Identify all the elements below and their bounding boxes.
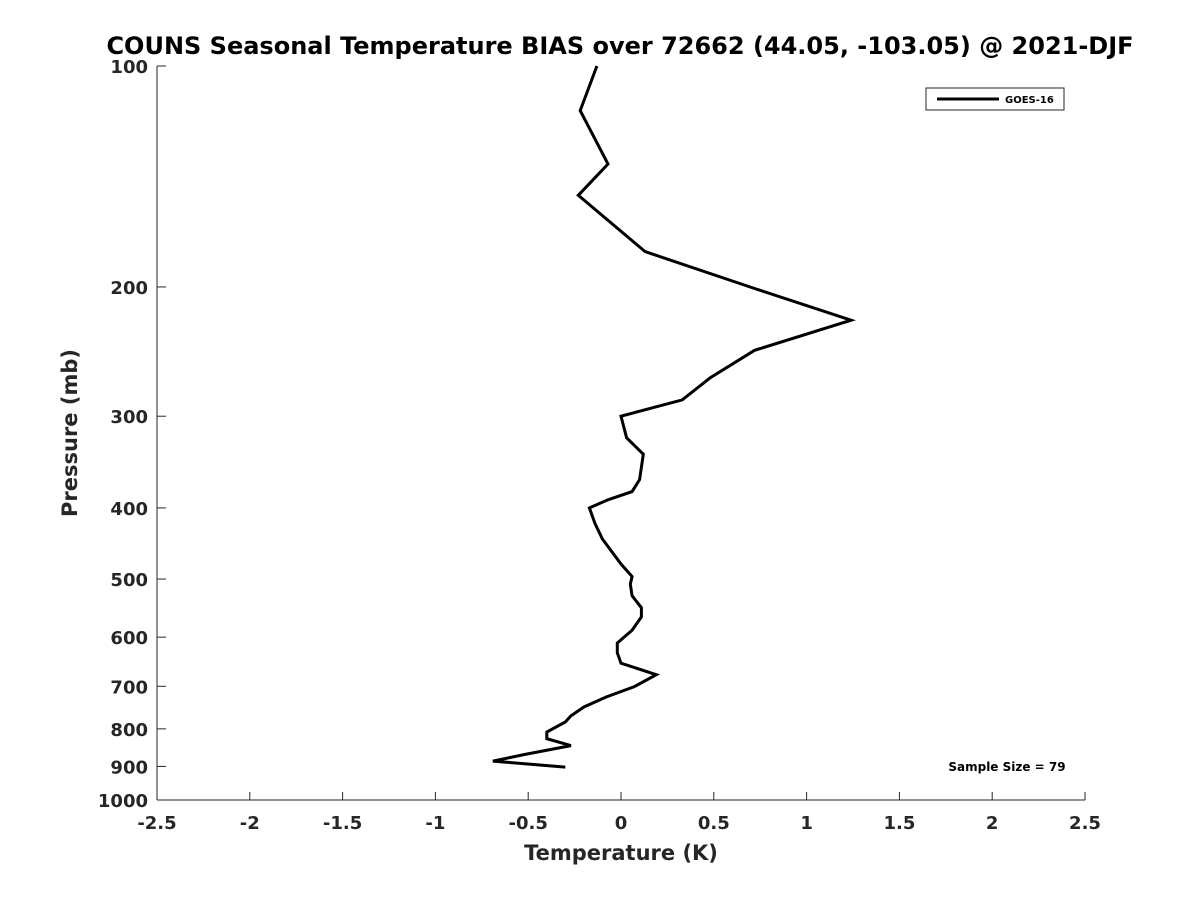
y-tick-label: 1000 bbox=[98, 791, 148, 812]
y-tick-label: 500 bbox=[110, 570, 148, 591]
x-tick-label: -0.5 bbox=[509, 813, 548, 834]
y-tick-label: 300 bbox=[110, 407, 148, 428]
legend: GOES-16 bbox=[925, 87, 1065, 111]
x-tick-label: 0 bbox=[615, 813, 628, 834]
x-axis-label: Temperature (K) bbox=[524, 841, 718, 865]
y-axis-label: Pressure (mb) bbox=[58, 349, 82, 517]
x-tick-label: -2 bbox=[240, 813, 260, 834]
sample-size-annotation: Sample Size = 79 bbox=[948, 760, 1065, 774]
chart-title: COUNS Seasonal Temperature BIAS over 726… bbox=[106, 32, 1133, 60]
series-line-goes-16 bbox=[492, 65, 857, 769]
x-tick-label: -1 bbox=[425, 813, 445, 834]
series-layer bbox=[492, 65, 857, 769]
x-tick-label: 1 bbox=[800, 813, 813, 834]
y-tick-label: 600 bbox=[110, 628, 148, 649]
y-tick-label: 100 bbox=[110, 57, 148, 78]
x-tick-label: 2 bbox=[986, 813, 999, 834]
plot-area bbox=[156, 66, 1085, 801]
x-tick-label: -1.5 bbox=[323, 813, 362, 834]
y-tick-label: 400 bbox=[110, 499, 148, 520]
x-tick-label: 2.5 bbox=[1069, 813, 1101, 834]
y-tick-label: 200 bbox=[110, 278, 148, 299]
x-tick-label: 0.5 bbox=[698, 813, 730, 834]
x-tick-label: 1.5 bbox=[883, 813, 915, 834]
y-tick-label: 800 bbox=[110, 720, 148, 741]
legend-label: GOES-16 bbox=[1005, 95, 1054, 106]
x-axis-ticks: -2.5 -2 -1.5 -1 -0.5 0 0.5 1 1.5 2 2.5 bbox=[137, 792, 1101, 834]
x-tick-label: -2.5 bbox=[137, 813, 176, 834]
y-tick-label: 900 bbox=[110, 757, 148, 778]
y-axis-ticks: 100 200 300 400 500 600 700 800 900 1000 bbox=[98, 57, 166, 812]
y-tick-label: 700 bbox=[110, 677, 148, 698]
